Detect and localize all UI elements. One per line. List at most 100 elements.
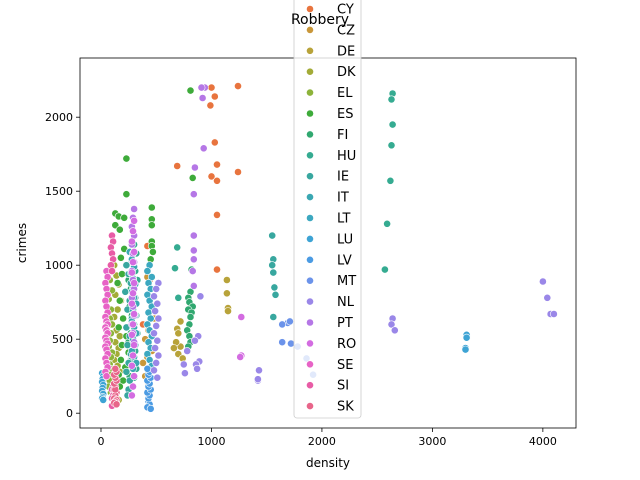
- y-tick-label: 1500: [45, 185, 73, 198]
- data-point-ro: [127, 330, 136, 339]
- data-point-pt: [189, 246, 198, 255]
- data-point-pt: [189, 231, 198, 240]
- y-tick-label: 1000: [45, 259, 73, 272]
- data-point-es: [113, 279, 122, 287]
- data-point-cy: [234, 168, 242, 176]
- data-point-de: [169, 344, 178, 352]
- data-point-pt: [188, 267, 197, 275]
- legend-label-lu: LU: [337, 232, 353, 247]
- data-point-cy: [213, 160, 221, 169]
- data-point-ro: [130, 372, 138, 381]
- legend-marker-fi: [306, 130, 314, 139]
- data-point-ie: [270, 283, 279, 292]
- data-point-pt: [199, 144, 208, 153]
- x-axis: 0 1000 2000 3000 4000: [97, 428, 557, 448]
- data-point-nl: [151, 307, 159, 315]
- data-point-ie: [271, 290, 280, 299]
- legend-marker-se: [306, 360, 314, 369]
- legend-marker-de: [306, 46, 314, 55]
- legend-marker-it: [306, 193, 314, 201]
- data-point-lv: [146, 404, 155, 413]
- data-point-ro: [129, 320, 137, 329]
- data-point-pt: [130, 205, 138, 213]
- y-tick-label: 500: [52, 333, 73, 346]
- data-point-lu: [462, 333, 471, 342]
- legend-label-ro: RO: [337, 337, 356, 352]
- data-point-sk: [111, 364, 120, 373]
- data-point-hu: [174, 293, 183, 302]
- data-point-ro: [130, 216, 138, 225]
- legend-marker-sk: [306, 402, 314, 410]
- data-point-es: [122, 154, 131, 163]
- legend-marker-si: [306, 381, 314, 390]
- data-point-ie: [269, 268, 278, 277]
- data-point-dk: [115, 332, 124, 341]
- data-point-ie: [122, 261, 131, 270]
- data-point-cy: [206, 101, 215, 110]
- data-point-nl: [152, 321, 161, 330]
- data-point-nl: [151, 344, 159, 352]
- y-axis: 0 500 1000 1500 2000: [45, 111, 80, 420]
- data-point-cy: [210, 138, 219, 147]
- data-point-cy: [210, 92, 219, 101]
- data-point-ro: [130, 279, 138, 287]
- data-point-nl: [150, 292, 158, 301]
- data-point-cy: [213, 210, 221, 219]
- legend-label-sk: SK: [337, 400, 354, 415]
- legend-marker-lv: [306, 255, 314, 264]
- data-point-ro: [129, 227, 137, 236]
- legend-marker-mt: [306, 276, 314, 285]
- data-point-nl: [183, 347, 192, 355]
- legend-label-it: IT: [337, 191, 349, 206]
- data-point-ro: [127, 391, 136, 400]
- data-point-cy: [234, 82, 242, 90]
- data-point-lv: [143, 364, 152, 373]
- data-point-es: [115, 225, 124, 234]
- data-point-ro: [129, 351, 137, 360]
- legend-label-pt: PT: [337, 316, 353, 331]
- chart-title: Robbery: [291, 12, 349, 28]
- data-point-pt: [189, 190, 198, 199]
- legend-label-se: SE: [337, 358, 353, 373]
- legend-label-nl: NL: [337, 295, 355, 310]
- data-point-ro: [236, 353, 245, 361]
- legend-label-ie: IE: [337, 170, 349, 185]
- data-point-nl: [150, 366, 158, 375]
- data-point-dk: [113, 305, 122, 314]
- data-point-ro: [129, 382, 137, 391]
- data-point-si: [108, 267, 116, 275]
- legend-label-cz: CZ: [337, 23, 355, 38]
- legend-label-de: DE: [337, 44, 355, 59]
- data-point-ie: [268, 261, 277, 270]
- data-point-hu: [386, 176, 395, 185]
- legend-marker-hu: [306, 151, 314, 160]
- data-point-lt: [147, 273, 156, 281]
- legend-marker-cy: [306, 5, 314, 13]
- legend-label-si: SI: [337, 379, 349, 394]
- data-point-ro: [129, 289, 137, 298]
- data-point-nl: [387, 320, 396, 329]
- data-point-es: [188, 173, 197, 182]
- legend-marker-ie: [306, 172, 314, 181]
- data-point-es: [148, 247, 157, 256]
- data-point-nl: [153, 373, 162, 382]
- data-point-nl: [390, 326, 399, 335]
- legend-label-lv: LV: [337, 253, 352, 268]
- data-point-de: [222, 289, 231, 298]
- data-point-es: [147, 221, 156, 230]
- data-point-nl: [152, 284, 161, 293]
- data-point-nl: [180, 369, 189, 378]
- y-tick-label: 2000: [45, 111, 73, 124]
- legend-marker-cz: [306, 25, 314, 34]
- data-point-es: [119, 314, 127, 323]
- data-point-ro: [127, 361, 136, 370]
- data-point-lu: [99, 395, 108, 404]
- x-tick-label: 4000: [529, 435, 557, 448]
- data-point-es: [115, 296, 124, 305]
- legend-label-fi: FI: [337, 128, 348, 143]
- data-point-se: [102, 372, 111, 381]
- data-point-es: [186, 86, 195, 95]
- data-point-de: [222, 276, 231, 284]
- x-axis-label: density: [306, 456, 350, 470]
- data-point-cy: [213, 265, 221, 274]
